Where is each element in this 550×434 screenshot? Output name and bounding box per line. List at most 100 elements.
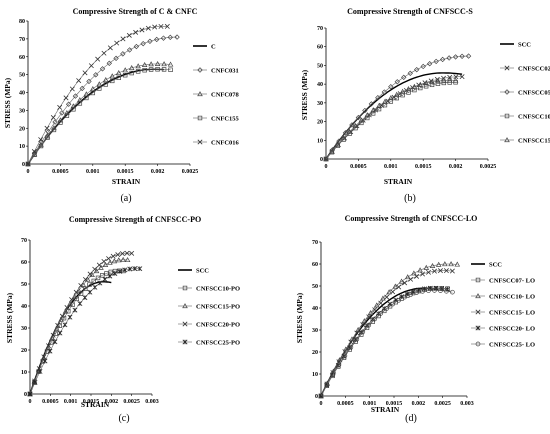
chart-1-series-4-point-22	[452, 77, 459, 83]
x-tick-label: 0.002	[151, 169, 165, 175]
chart-1-series-2-point-9	[381, 89, 388, 95]
chart-0-series-4-point-17	[133, 29, 139, 35]
y-tick-label: 60	[317, 45, 323, 51]
chart-2-series-1-point-13	[83, 286, 88, 292]
chart-1-series-4	[323, 77, 459, 162]
chart-0-series-3-point-20	[155, 67, 160, 72]
chart-title: Compressive Strength of CNFSCC-PO	[69, 215, 201, 224]
legend-entry: CNFSCC07- LO	[471, 278, 535, 285]
chart-3-series-5-point-21	[444, 288, 449, 294]
series-line	[29, 268, 140, 395]
chart-2-series-3-point-16	[101, 258, 107, 264]
chart-0-series-3-point-legend	[197, 115, 203, 121]
legend-label: CNFSCC10- LO	[489, 294, 535, 301]
y-tick-label: 20	[19, 126, 25, 132]
legend-label: CNFSCC025-S	[518, 66, 550, 73]
chart-0-series-1	[25, 34, 180, 167]
series-line	[325, 55, 469, 160]
chart-1-series-3-point-16	[418, 85, 423, 91]
x-tick-label: 0.0025	[480, 164, 497, 170]
y-tick-label: 10	[21, 370, 27, 376]
chart-0-series-2-point-13	[109, 73, 116, 79]
legend-entry: CNFSCC25-PO	[178, 340, 240, 347]
chart-1-series-4-point-8	[370, 107, 376, 113]
chart-0-series-1-point-17	[140, 40, 146, 47]
chart-1-series-2-point-14	[414, 66, 420, 73]
chart-2-series-3-point-18	[110, 253, 116, 259]
y-tick-label: 50	[312, 284, 318, 290]
legend-label: CNFSCC25- LO	[489, 342, 535, 349]
chart-2-series-1-point-legend	[182, 285, 188, 291]
legend-entry: CNFSCC20-PO	[178, 322, 240, 329]
chart-2-series-4-point-22	[137, 266, 143, 272]
y-tick-label: 60	[19, 55, 25, 61]
chart-2-series-4-point-11	[82, 295, 88, 301]
chart-0-series-4-point-2	[38, 137, 44, 143]
y-tick-label: 20	[312, 350, 318, 356]
chart-1-series-4-point-2	[334, 141, 341, 147]
legend-entry: CNFSCC10-S	[500, 114, 550, 121]
series-line	[320, 263, 458, 397]
chart-2-series-3-point-8	[64, 305, 70, 311]
chart-3-series-3-point-11	[384, 294, 390, 300]
chart-1-series-1-point-22	[459, 74, 465, 80]
chart-0-series-4-point-15	[120, 36, 126, 42]
legend-label: CNFSCC20- LO	[489, 326, 535, 333]
chart-2-series-4-point-0	[27, 391, 33, 397]
chart-1-series-3-point-19	[435, 81, 441, 86]
chart-1-series-4-point-10	[382, 98, 388, 104]
chart-0-series-1-point-5	[59, 110, 65, 116]
y-tick-label: 40	[317, 82, 323, 88]
chart-1-series-4-point-19	[435, 78, 441, 84]
chart-3-series-2-point-11	[386, 289, 392, 295]
chart-2-series-3-point-10	[73, 289, 79, 295]
chart-0-series-2-point-6	[64, 110, 70, 116]
chart-0-series-1-point-9	[86, 78, 92, 85]
legend-entry: CNFSCC15- LO	[471, 310, 535, 317]
chart-2-series-2-point-17	[102, 261, 109, 267]
chart-3-series-5-point-11	[384, 306, 390, 311]
chart-1-series-2-point-15	[420, 63, 426, 70]
y-axis-label: STRESS (MPa)	[5, 292, 14, 343]
chart-3-series-3-point-9	[372, 307, 378, 313]
x-tick-label: 0.001	[86, 169, 100, 175]
chart-0-series-4-point-7	[69, 86, 75, 92]
chart-1-series-1-point-legend	[504, 65, 510, 71]
chart-0-series-3-point-7	[71, 107, 76, 112]
legend-label: CNFC078	[211, 92, 240, 99]
chart-3-series-5-point-16	[414, 290, 419, 295]
chart-title: Compressive Strength of CNFSCC-S	[347, 7, 473, 16]
x-tick-label: 0	[29, 399, 32, 405]
chart-0-series-4-point-8	[76, 78, 82, 84]
x-tick-label: 0.003	[145, 399, 159, 405]
chart-3-series-5-point-15	[408, 292, 413, 297]
chart-1-series-4-point-17	[423, 80, 429, 86]
chart-1: Compressive Strength of CNFSCC-S 0 10 20 30 4…	[300, 7, 550, 204]
chart-2-series-1-point-17	[100, 273, 105, 278]
chart-2-series-3-point-4	[46, 343, 51, 349]
chart-1-series-2-point-16	[426, 61, 433, 67]
y-tick-label: 0	[22, 162, 25, 168]
chart-1-series-4-point-15	[411, 83, 418, 89]
chart-2-series-2	[27, 256, 131, 397]
chart-3-series-5-point-18	[426, 288, 431, 293]
chart-2-series-3-point-3	[41, 354, 47, 360]
chart-0-series-3-point-21	[161, 67, 167, 72]
chart-0-series-1-point-8	[79, 85, 85, 92]
chart-0-series-4-point-5	[57, 104, 63, 110]
chart-2-series-3-point-13	[87, 271, 93, 277]
chart-0-series-2-point-11	[96, 81, 103, 87]
chart-3-series-5-point-22	[450, 289, 455, 295]
chart-0-series-1-point-18	[147, 38, 153, 44]
chart-0-series-4	[25, 23, 170, 167]
chart-3-series-3-point-14	[402, 280, 408, 286]
chart-1-series-3-point-9	[376, 106, 382, 112]
chart-0-series-4-point-14	[114, 40, 120, 46]
chart-2-series-2-point-19	[111, 258, 118, 264]
chart-3-series-2-point-19	[435, 261, 442, 267]
chart-1-series-2-point-20	[452, 54, 459, 60]
chart-0-series-3-point-17	[135, 69, 141, 74]
chart-1-series-2-point-17	[433, 58, 439, 65]
chart-2-series-2-point-16	[98, 264, 104, 270]
